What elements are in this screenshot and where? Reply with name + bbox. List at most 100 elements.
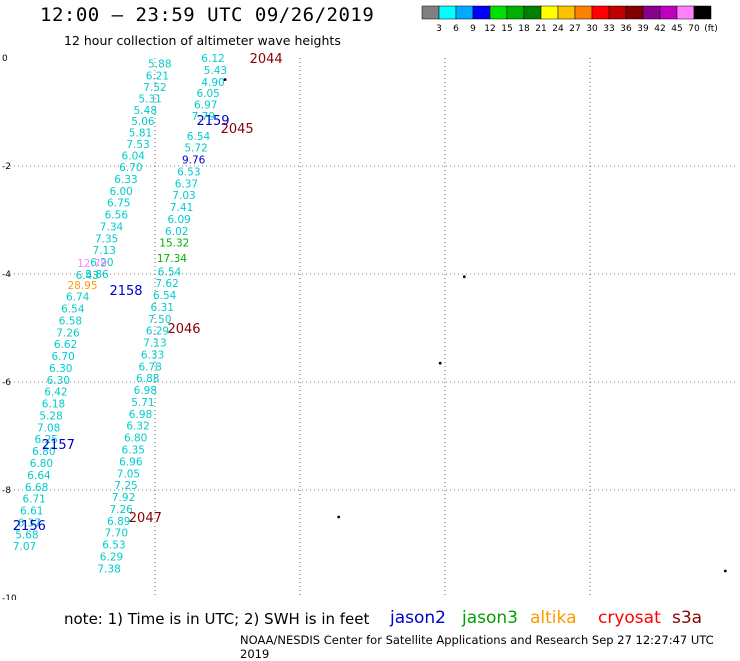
wave-height-value: 6.35 bbox=[122, 445, 145, 457]
wave-height-value: 7.50 bbox=[148, 314, 171, 326]
wave-height-value: 6.88 bbox=[136, 373, 159, 385]
satellite-name: jason3 bbox=[462, 608, 518, 628]
wave-height-value: 6.58 bbox=[59, 315, 82, 327]
wave-height-value: 7.62 bbox=[155, 278, 178, 290]
wave-height-value: 6.80 bbox=[30, 458, 53, 470]
wave-height-value: 5.06 bbox=[131, 116, 155, 128]
legend-label: 12 bbox=[484, 24, 495, 34]
wave-height-value: 7.92 bbox=[112, 492, 135, 504]
legend-label: 42 bbox=[654, 24, 665, 34]
wave-height-value: 7.53 bbox=[126, 139, 149, 151]
wave-height-value: 6.96 bbox=[119, 456, 143, 468]
wave-height-value: 5.43 bbox=[204, 65, 227, 77]
page-title: 12:00 — 23:59 UTC 09/26/2019 bbox=[40, 4, 375, 26]
y-tick-label: 0 bbox=[2, 54, 8, 64]
wave-height-value: 6.71 bbox=[22, 494, 45, 506]
wave-height-value: 6.32 bbox=[126, 421, 149, 433]
wave-height-value: 6.29 bbox=[100, 551, 123, 563]
legend-label: 30 bbox=[586, 24, 598, 34]
wave-height-value: 6.05 bbox=[196, 88, 219, 100]
wave-height-value: 6.37 bbox=[175, 178, 198, 190]
wave-height-value: 6.98 bbox=[134, 385, 157, 397]
island-marker bbox=[723, 569, 727, 573]
wave-height-value: 7.03 bbox=[172, 190, 195, 202]
wave-height-value: 6.29 bbox=[146, 326, 169, 338]
y-tick-label: -2 bbox=[2, 162, 11, 172]
wave-height-value: 6.21 bbox=[146, 70, 169, 82]
wave-height-value: 6.18 bbox=[42, 399, 65, 411]
island-marker bbox=[223, 78, 227, 81]
wave-height-value: 6.00 bbox=[109, 186, 132, 198]
wave-height-value: 7.52 bbox=[143, 82, 166, 94]
wave-height-value: 6.30 bbox=[47, 375, 70, 387]
legend-label: 33 bbox=[603, 24, 614, 34]
wave-height-value: 6.33 bbox=[141, 349, 164, 361]
wave-height-value: 7.41 bbox=[170, 202, 193, 214]
wave-height-value: 6.80 bbox=[32, 446, 55, 458]
wave-height-value: 6.68 bbox=[25, 482, 48, 494]
wave-height-value: 6.42 bbox=[44, 387, 67, 399]
pass-time-label: 2044 bbox=[250, 52, 283, 67]
island-marker bbox=[337, 515, 341, 519]
wave-height-value: 6.53 bbox=[177, 166, 200, 178]
wave-height-value: 6.31 bbox=[151, 302, 174, 314]
y-tick-label: -10 bbox=[2, 594, 17, 600]
wave-height-value: 7.38 bbox=[97, 563, 120, 575]
wave-height-value: 6.89 bbox=[107, 516, 130, 528]
wave-height-value: 6.54 bbox=[61, 304, 85, 316]
wave-height-value: 6.09 bbox=[167, 214, 190, 226]
wave-height-value: 7.13 bbox=[143, 338, 166, 350]
legend-label: 27 bbox=[569, 24, 580, 34]
wave-height-value: 7.26 bbox=[109, 504, 133, 516]
wave-height-value: 6.37 bbox=[18, 517, 41, 529]
wave-height-value: 7.05 bbox=[117, 468, 140, 480]
legend-swatch bbox=[693, 5, 712, 20]
wave-height-value: 5.71 bbox=[131, 397, 154, 409]
wave-height-value: 5.31 bbox=[138, 94, 161, 106]
wave-height-value: 6.04 bbox=[122, 151, 146, 163]
wave-height-value: 5.48 bbox=[134, 105, 157, 117]
wave-height-value: 6.56 bbox=[105, 210, 129, 222]
wave-height-value: 6.54 bbox=[153, 290, 177, 302]
wave-height-value: 6.54 bbox=[187, 131, 211, 143]
island-marker bbox=[438, 361, 442, 365]
pass-time-label: 2046 bbox=[167, 322, 200, 337]
wave-height-value: 7.13 bbox=[93, 245, 116, 257]
wave-height-value: 6.12 bbox=[201, 53, 224, 65]
wave-height-value: 4.90 bbox=[201, 77, 224, 89]
pass-time-label: 2047 bbox=[129, 511, 162, 526]
wave-height-value: 5.86 bbox=[85, 269, 109, 281]
wave-height-value: 6.61 bbox=[20, 506, 43, 518]
wave-height-value: 15.32 bbox=[159, 238, 189, 250]
wave-height-value: 6.33 bbox=[114, 174, 137, 186]
pass-time-label: 2157 bbox=[42, 438, 75, 453]
wave-height-value: 7.70 bbox=[105, 528, 128, 540]
satellite-name: cryosat bbox=[598, 608, 661, 628]
wave-height-value: 6.98 bbox=[129, 409, 152, 421]
legend-label: 9 bbox=[470, 24, 476, 34]
wave-height-value: 6.54 bbox=[158, 266, 182, 278]
wave-height-value: 6.30 bbox=[49, 363, 72, 375]
wave-height-value: 5.28 bbox=[39, 410, 62, 422]
satellite-name: altika bbox=[530, 608, 577, 628]
wave-height-value: 17.34 bbox=[157, 253, 187, 265]
legend-label: 6 bbox=[453, 24, 459, 34]
legend-label: 15 bbox=[501, 24, 512, 34]
wave-height-value: 5.81 bbox=[129, 128, 152, 140]
legend-label: 36 bbox=[620, 24, 632, 34]
pass-time-label: 2158 bbox=[109, 284, 142, 299]
wave-height-value: 7.35 bbox=[95, 233, 118, 245]
footer-credit: NOAA/NESDIS Center for Satellite Applica… bbox=[240, 633, 714, 661]
wave-height-value: 6.74 bbox=[66, 292, 90, 304]
wave-height-value: 5.72 bbox=[184, 143, 207, 155]
wave-height-value: 6.80 bbox=[124, 433, 147, 445]
legend-label: 24 bbox=[552, 24, 564, 34]
satellite-name: jason2 bbox=[390, 608, 446, 628]
wave-height-value: 5.68 bbox=[15, 529, 38, 541]
legend-label: 18 bbox=[518, 24, 530, 34]
legend-label: 45 bbox=[671, 24, 682, 34]
wave-height-value: 6.62 bbox=[54, 339, 77, 351]
legend-label: 3 bbox=[436, 24, 442, 34]
legend-label: 21 bbox=[535, 24, 546, 34]
